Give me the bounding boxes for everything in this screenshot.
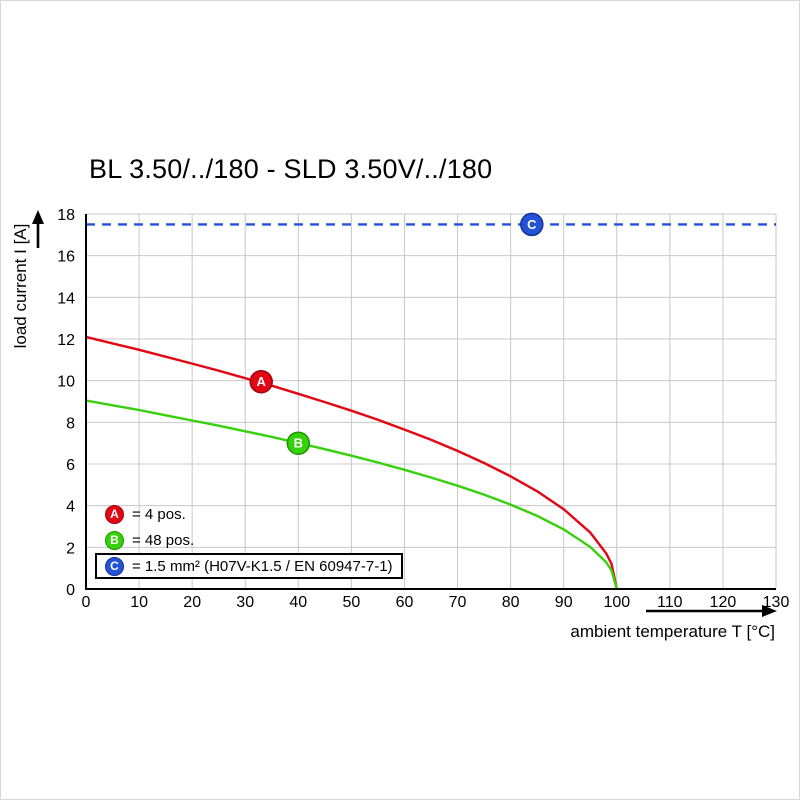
legend-text-48pos: = 48 pos. bbox=[132, 531, 195, 549]
svg-text:30: 30 bbox=[236, 594, 254, 611]
svg-text:50: 50 bbox=[343, 594, 361, 611]
svg-text:40: 40 bbox=[289, 594, 307, 611]
svg-text:20: 20 bbox=[183, 594, 201, 611]
svg-text:18: 18 bbox=[57, 207, 75, 224]
series-curve-a bbox=[85, 335, 618, 590]
x-axis-label: ambient temperature T [°C] bbox=[570, 622, 775, 641]
svg-text:C: C bbox=[527, 217, 537, 232]
series-curve-b bbox=[85, 399, 618, 590]
svg-text:A: A bbox=[257, 374, 267, 389]
chart-title: BL 3.50/../180 - SLD 3.50V/../180 bbox=[89, 154, 493, 184]
svg-text:90: 90 bbox=[555, 594, 573, 611]
svg-text:60: 60 bbox=[396, 594, 414, 611]
svg-text:120: 120 bbox=[710, 594, 737, 611]
legend-text-4pos: = 4 pos. bbox=[132, 505, 186, 523]
legend-text-wire-spec: = 1.5 mm² (H07V-K1.5 / EN 60947-7-1) bbox=[132, 557, 393, 575]
svg-text:130: 130 bbox=[763, 594, 790, 611]
svg-text:4: 4 bbox=[66, 499, 75, 516]
svg-text:0: 0 bbox=[82, 594, 91, 611]
svg-text:14: 14 bbox=[57, 290, 75, 307]
curve-markers: A B C bbox=[249, 212, 544, 455]
svg-text:B: B bbox=[294, 436, 303, 451]
series-curves bbox=[85, 223, 776, 590]
axes bbox=[85, 214, 776, 590]
svg-text:16: 16 bbox=[57, 249, 75, 266]
curve-marker-c bbox=[520, 212, 544, 237]
svg-text:70: 70 bbox=[449, 594, 467, 611]
curve-marker-a bbox=[249, 369, 273, 394]
y-axis-arrow bbox=[32, 210, 44, 248]
svg-text:0: 0 bbox=[66, 582, 75, 599]
x-axis-arrow bbox=[646, 605, 777, 617]
svg-text:6: 6 bbox=[66, 457, 75, 474]
svg-text:2: 2 bbox=[66, 540, 75, 557]
legend-badge-letter-b: B bbox=[110, 533, 119, 547]
legend-badge-c: C bbox=[105, 556, 124, 576]
y-tick-labels: 0 2 4 6 8 10 12 14 16 18 bbox=[57, 207, 75, 599]
legend-badge-letter-a: A bbox=[110, 507, 119, 521]
legend-badge-letter-c: C bbox=[110, 559, 119, 573]
grid-lines bbox=[86, 213, 777, 589]
svg-text:10: 10 bbox=[57, 374, 75, 391]
svg-text:110: 110 bbox=[657, 594, 683, 611]
svg-text:10: 10 bbox=[130, 594, 148, 611]
legend-item-wire-spec: C = 1.5 mm² (H07V-K1.5 / EN 60947-7-1) bbox=[95, 553, 403, 579]
svg-text:8: 8 bbox=[66, 415, 75, 432]
svg-text:100: 100 bbox=[603, 594, 630, 611]
legend-badge-a: A bbox=[105, 504, 124, 524]
legend-badge-b: B bbox=[105, 530, 124, 550]
svg-text:12: 12 bbox=[57, 332, 75, 349]
x-tick-labels: 0 10 20 30 40 50 60 70 80 90 100 110 120 130 bbox=[82, 594, 790, 611]
legend-item-48pos: B = 48 pos. bbox=[95, 527, 204, 553]
curve-marker-b bbox=[286, 431, 311, 455]
svg-text:80: 80 bbox=[502, 594, 520, 611]
legend: A = 4 pos. B = 48 pos. C = 1.5 mm² (H07V… bbox=[95, 501, 403, 579]
legend-item-4pos: A = 4 pos. bbox=[95, 501, 196, 527]
